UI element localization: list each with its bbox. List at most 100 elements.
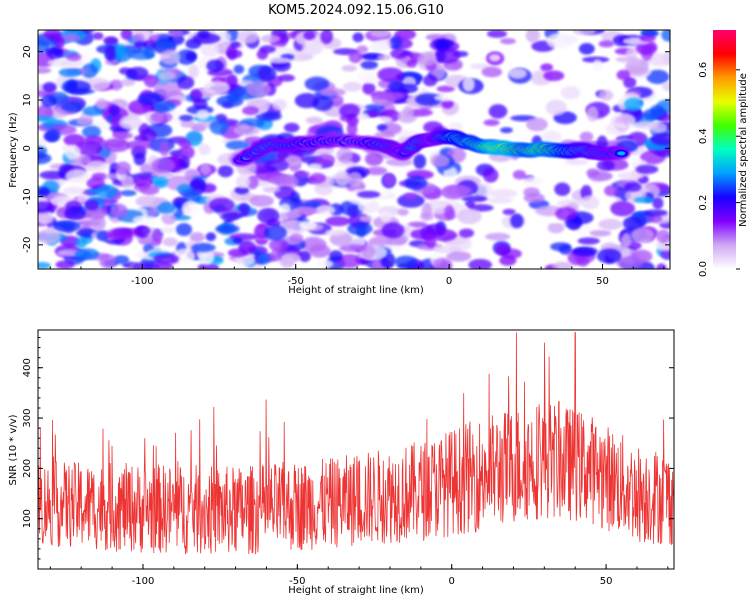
heatmap-cell [333,159,355,168]
heatmap-cell [403,192,418,200]
chart-title: KOM5.2024.092.15.06.G10 [268,3,444,18]
heatmap-cell [168,30,183,38]
heatmap-cell [523,192,545,204]
heatmap-cell [388,80,404,93]
x-tick-label: 0 [449,576,455,587]
heatmap-cell [188,64,200,79]
heatmap-cell [272,99,287,111]
snr-y-ticks: 100 200 300 400 [22,337,674,570]
spectrogram-y-axis-label: Frequency (Hz) [8,112,19,188]
heatmap-cell [490,188,518,199]
heatmap-cell [404,175,428,191]
heatmap-cell [598,218,623,230]
x-tick-label: 0 [446,276,452,287]
heatmap-cell [615,56,639,63]
heatmap-cell [103,36,119,45]
heatmap-cell [356,45,369,54]
heatmap-cell [325,216,351,227]
spectrogram-x-axis-label: Height of straight line (km) [288,285,424,296]
heatmap-cell [205,232,217,242]
heatmap-cell [444,204,455,220]
heatmap-cell [233,125,260,136]
heatmap-cell [260,34,281,43]
heatmap-cell [233,64,245,75]
heatmap-cell [372,116,393,124]
heatmap-cell [462,76,475,92]
heatmap-cell [153,253,179,265]
heatmap-cell [143,45,156,59]
heatmap-cell [256,49,269,60]
heatmap-cell [486,196,513,204]
heatmap-cell [200,163,211,176]
heatmap-cell [367,110,379,117]
heatmap-cell [152,228,163,243]
heatmap-cell [586,106,599,122]
heatmap-cell [648,122,668,133]
heatmap-cell [99,253,117,269]
heatmap-cell [276,214,289,222]
heatmap-cell [635,164,659,174]
heatmap-cell [74,141,103,156]
heatmap-cell [604,185,620,197]
heatmap-cell [458,228,475,238]
heatmap-cell [431,229,457,242]
heatmap-cell [623,97,644,112]
heatmap-cell [359,215,373,222]
heatmap-cell [309,244,331,258]
heatmap-cell [627,156,641,167]
heatmap-cell [433,245,455,254]
heatmap-cell [133,134,149,142]
heatmap-cell [127,66,149,81]
heatmap-cell [217,165,234,178]
heatmap-cell [175,222,193,237]
heatmap-cell [320,88,346,97]
heatmap-cell [131,261,160,269]
heatmap-cell [53,220,81,233]
heatmap-cell [616,69,631,81]
heatmap-cell [357,67,384,84]
snr-y-axis-label: SNR (10 * v/v) [8,414,19,485]
heatmap-cell [65,169,90,184]
heatmap-cell [461,195,488,202]
heatmap-cell [339,103,360,119]
heatmap-cell [554,182,571,196]
heatmap-cell [55,260,75,269]
heatmap-cell [255,111,282,122]
heatmap-cell [38,201,54,213]
heatmap-cell [38,261,51,269]
heatmap-cell [60,101,84,113]
heatmap-cell [324,229,347,236]
heatmap-cell [390,48,408,60]
y-tick-label: -20 [22,237,33,253]
heatmap-cell [652,197,664,210]
heatmap-cell [546,32,572,49]
heatmap-cell [347,171,363,188]
heatmap-cell [624,182,642,192]
heatmap-cell [183,190,202,205]
heatmap-cell [397,193,425,208]
heatmap-cell [500,38,516,45]
heatmap-cell [377,67,404,83]
heatmap-cell [320,30,334,44]
heatmap-cell [38,152,52,165]
heatmap-cell [64,206,87,220]
heatmap-cell [262,186,281,193]
heatmap-cell [230,41,241,48]
heatmap-cell [631,227,654,243]
heatmap-cell [406,59,417,68]
heatmap-cell [280,253,301,263]
heatmap-cell [360,60,378,70]
heatmap-cell [249,195,274,207]
heatmap-cell [356,190,381,199]
x-tick-label: -50 [289,576,305,587]
heatmap-cell [84,199,99,211]
heatmap-cell [153,100,176,112]
heatmap-cell [648,214,663,223]
heatmap-cell [394,255,418,268]
heatmap-cell [385,158,413,167]
heatmap-cell [191,242,216,253]
heatmap-cell [339,244,367,253]
heatmap-cell [341,65,357,72]
heatmap-cell [578,43,595,55]
heatmap-cell [105,45,116,62]
